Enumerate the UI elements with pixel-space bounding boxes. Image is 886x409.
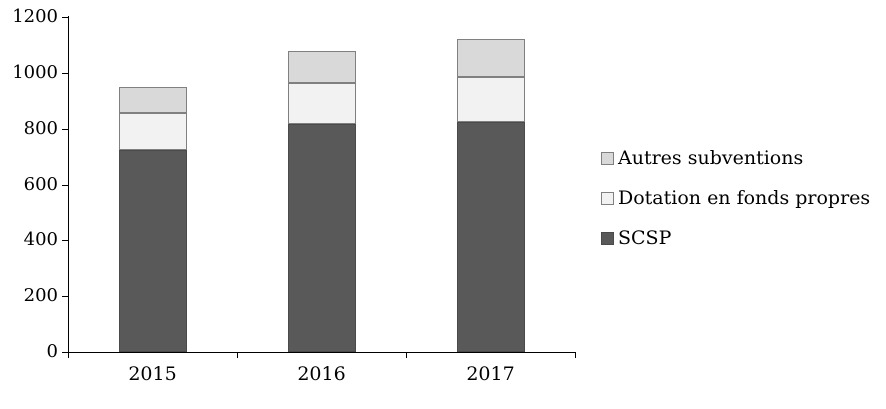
legend-swatch-icon (601, 151, 614, 165)
legend: Autres subventions Dotation en fonds prop… (601, 146, 881, 266)
y-tick-label-1200: 1200 (12, 6, 58, 27)
y-tick-label-1000: 1000 (12, 61, 58, 83)
bar-segment-scsp-2017 (456, 121, 525, 352)
x-tick-mark (575, 352, 576, 358)
bar-segment-scsp-2015 (118, 149, 187, 352)
plot-area (68, 17, 575, 352)
legend-item-dotation-en-fonds-propres: Dotation en fonds propres (601, 186, 881, 210)
y-tick-label-200: 200 (23, 285, 58, 307)
y-tick-mark (62, 17, 68, 18)
x-tick-mark (406, 352, 407, 358)
bar-segment-autres-subventions-2016 (287, 50, 356, 83)
legend-label: Autres subventions (618, 147, 804, 169)
bar-segment-scsp-2016 (287, 124, 356, 352)
bar-segment-autres-subventions-2017 (456, 39, 525, 78)
y-tick-label-800: 800 (23, 117, 58, 139)
bar-segment-autres-subventions-2015 (118, 86, 187, 114)
legend-swatch-icon (601, 231, 614, 245)
bar-segment-dotation-en-fonds-propres-2015 (118, 113, 187, 150)
x-axis-line (62, 352, 575, 353)
x-tick-mark (68, 352, 69, 358)
legend-label: Dotation en fonds propres (618, 187, 871, 209)
y-tick-label-600: 600 (23, 173, 58, 195)
y-axis-line (68, 16, 69, 353)
y-tick-mark (62, 352, 68, 353)
legend-label: SCSP (618, 227, 672, 249)
x-tick-mark (237, 352, 238, 358)
y-tick-mark (62, 128, 68, 130)
legend-item-scsp: SCSP (601, 226, 881, 250)
y-tick-label-400: 400 (23, 229, 58, 251)
y-tick-mark (62, 296, 68, 298)
y-tick-mark (62, 240, 68, 242)
x-tick-label-2016: 2016 (297, 363, 346, 385)
legend-swatch-icon (601, 191, 614, 205)
y-tick-label-0: 0 (46, 341, 58, 362)
y-tick-mark (62, 184, 68, 186)
bar-segment-dotation-en-fonds-propres-2016 (287, 82, 356, 125)
x-tick-label-2015: 2015 (128, 363, 177, 385)
x-tick-label-2017: 2017 (466, 363, 515, 385)
legend-item-autres-subventions: Autres subventions (601, 146, 881, 170)
bar-segment-dotation-en-fonds-propres-2017 (456, 77, 525, 122)
y-tick-mark (62, 72, 68, 74)
